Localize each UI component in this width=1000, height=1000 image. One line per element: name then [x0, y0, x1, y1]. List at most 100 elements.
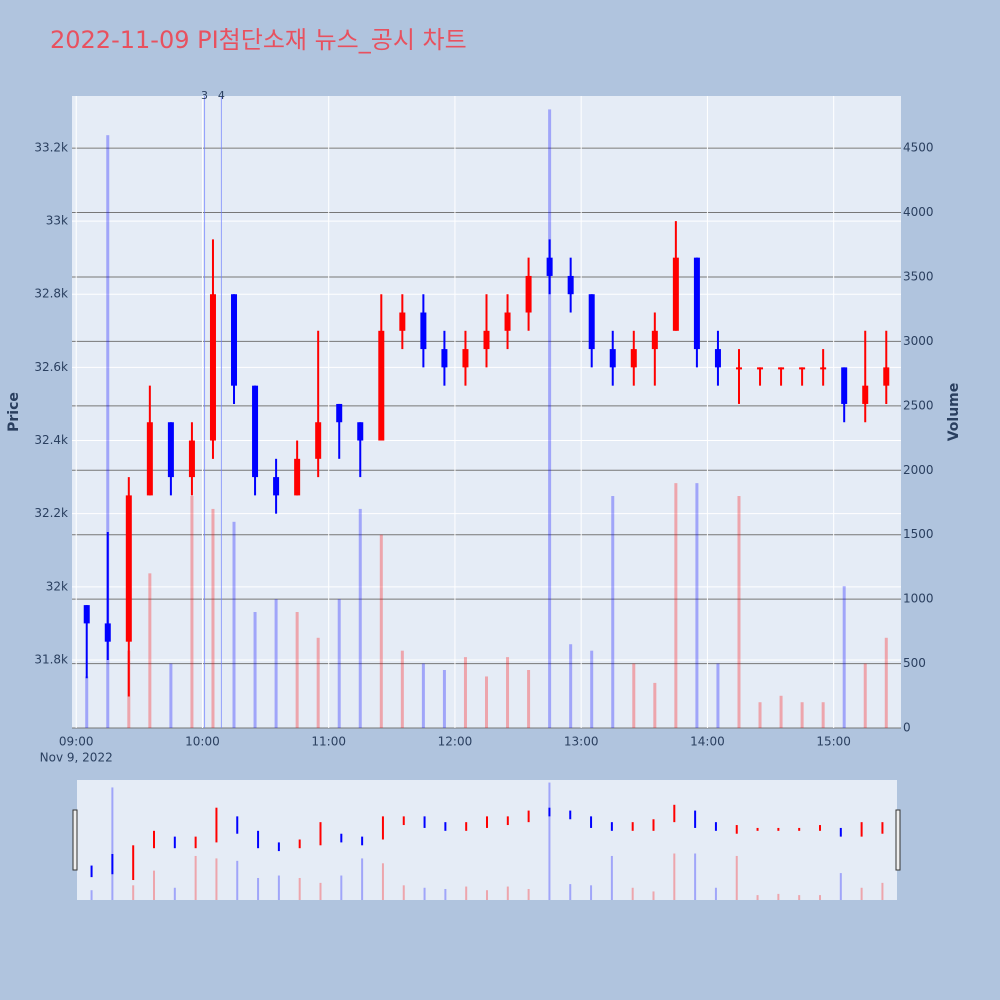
volume-bar	[211, 508, 215, 728]
volume-bar	[674, 483, 678, 728]
slider-handle[interactable]	[895, 809, 901, 871]
x-tick-label: 13:00	[564, 735, 599, 749]
candle-body	[883, 367, 890, 386]
x-date-label: Nov 9, 2022	[40, 751, 113, 765]
volume-bar	[632, 663, 636, 728]
y2-tick-label: 1000	[903, 592, 934, 606]
y2-axis-title: Volume	[946, 383, 962, 442]
mini-volume-bar	[90, 890, 93, 900]
y2-tick-label: 0	[903, 721, 911, 735]
volume-bar	[569, 644, 573, 728]
volume-bar	[758, 702, 762, 728]
volume-bar	[379, 534, 383, 728]
candle-body	[146, 422, 153, 496]
mini-volume-bar	[340, 875, 343, 900]
volume-bar	[148, 573, 152, 728]
mini-volume-bar	[860, 887, 863, 900]
y2-tick-label: 3000	[903, 334, 934, 348]
range-slider[interactable]	[77, 780, 897, 900]
candle-body	[378, 330, 385, 441]
candle-body	[820, 367, 827, 370]
volume-bar	[232, 521, 236, 728]
mini-volume-bar	[818, 895, 821, 900]
volume-bar	[169, 663, 173, 728]
candle-body	[799, 367, 806, 370]
y-tick-label: 32.6k	[34, 360, 68, 374]
mini-volume-bar	[652, 891, 655, 900]
volume-bar	[548, 109, 552, 728]
candle-body	[588, 294, 595, 350]
plot-area	[72, 96, 901, 728]
mini-volume-bar	[361, 858, 364, 900]
mini-volume-bar	[714, 887, 717, 900]
mini-volume-bar	[423, 887, 426, 900]
volume-bar	[442, 670, 446, 728]
y2-tick-label: 4000	[903, 205, 934, 219]
volume-bar	[884, 637, 888, 728]
candle-body	[693, 257, 700, 350]
mini-volume-bar	[132, 885, 135, 900]
volume-bar	[590, 650, 594, 728]
candle-body	[231, 294, 238, 386]
candle-body	[294, 458, 301, 496]
mini-volume-bar	[465, 886, 468, 900]
y2-tick-label: 2000	[903, 463, 934, 477]
volume-bar	[358, 508, 362, 728]
x-tick-label: 12:00	[438, 735, 473, 749]
mini-volume-bar	[756, 895, 759, 900]
volume-bar	[821, 702, 825, 728]
candle-body	[735, 367, 742, 370]
y-tick-label: 32k	[46, 579, 68, 593]
mini-volume-bar	[381, 863, 384, 900]
candle-body	[609, 349, 616, 368]
candle-body	[462, 349, 469, 368]
mini-volume-bar	[881, 882, 884, 900]
volume-bar	[653, 682, 657, 728]
y-tick-label: 32.8k	[34, 287, 68, 301]
mini-volume-bar	[319, 882, 322, 900]
mini-volume-bar	[631, 887, 634, 900]
candle-body	[167, 422, 174, 478]
volume-bar	[463, 657, 467, 728]
volume-bar	[716, 663, 720, 728]
candle-body	[104, 623, 111, 642]
chart-title: 2022-11-09 PI첨단소재 뉴스_공시 차트	[50, 26, 467, 54]
volume-bar	[295, 612, 299, 728]
mini-volume-bar	[839, 873, 842, 900]
volume-bar	[421, 663, 425, 728]
mini-volume-bar	[298, 877, 301, 900]
mini-volume-bar	[798, 895, 801, 900]
mini-volume-bar	[610, 855, 613, 900]
y2-tick-label: 1500	[903, 527, 934, 541]
volume-bar	[800, 702, 804, 728]
candle-body	[83, 605, 90, 624]
mini-volume-bar	[673, 853, 676, 900]
volume-bar	[779, 695, 783, 728]
x-tick-label: 15:00	[816, 735, 851, 749]
y-tick-label: 31.8k	[34, 652, 68, 666]
volume-bar	[337, 599, 341, 728]
mini-volume-bar	[486, 890, 488, 900]
candle-body	[273, 477, 280, 496]
y2-tick-label: 3500	[903, 269, 934, 283]
y-tick-label: 32.4k	[34, 433, 68, 447]
candle-body	[672, 257, 679, 331]
volume-bar	[485, 676, 488, 728]
mini-volume-bar	[569, 884, 572, 900]
volume-bar	[316, 637, 320, 728]
candle-body	[441, 349, 448, 368]
news-label: 3	[201, 89, 208, 102]
volume-bar	[695, 483, 699, 728]
y-tick-label: 33.2k	[34, 140, 68, 154]
candle-body	[567, 275, 574, 295]
x-tick-label: 10:00	[185, 735, 220, 749]
slider-handle[interactable]	[72, 809, 78, 871]
volume-bar	[400, 650, 404, 728]
x-tick-label: 11:00	[311, 735, 346, 749]
volume-bar	[190, 496, 194, 728]
mini-volume-bar	[173, 887, 176, 900]
candle-body	[420, 312, 427, 350]
candle-body	[188, 440, 195, 478]
y-axis-title: Price	[6, 392, 22, 432]
